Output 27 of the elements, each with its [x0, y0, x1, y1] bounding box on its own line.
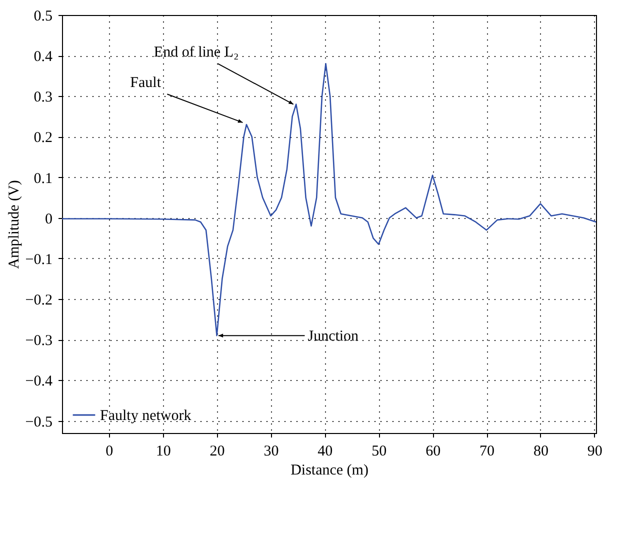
x-tick-label: 20 — [210, 444, 225, 460]
y-tick-label: 0.1 — [34, 170, 52, 187]
y-tick-label: −0.1 — [25, 252, 52, 268]
y-tick-label: −0.2 — [25, 292, 52, 309]
annotation: Junction — [308, 328, 360, 345]
y-tick-label: −0.4 — [25, 374, 53, 390]
x-tick-label: 40 — [318, 444, 333, 460]
x-tick-label: 50 — [372, 444, 387, 460]
x-tick-label: 90 — [587, 444, 602, 460]
x-tick-label: 70 — [480, 444, 495, 460]
legend-label: Faulty network — [100, 408, 192, 424]
y-tick-label: −0.5 — [25, 414, 52, 430]
y-tick-label: 0.3 — [34, 90, 52, 106]
x-tick-label: 30 — [264, 444, 279, 460]
x-tick-label: 60 — [426, 444, 441, 460]
x-tick-label: 80 — [533, 444, 548, 460]
y-tick-label: 0 — [45, 211, 52, 228]
y-axis-title: Amplitude (V) — [6, 180, 22, 269]
annotation: End of line L₂ — [154, 44, 239, 61]
y-tick-label: 0.5 — [34, 8, 52, 24]
y-tick-label: −0.3 — [25, 333, 52, 350]
annotation: Fault — [130, 74, 162, 91]
y-tick-label: 0.4 — [34, 49, 53, 66]
y-tick-label: 0.2 — [34, 130, 52, 146]
x-tick-label: 0 — [106, 444, 114, 460]
x-axis-title: Distance (m) — [290, 462, 368, 478]
x-tick-label: 10 — [156, 444, 171, 460]
